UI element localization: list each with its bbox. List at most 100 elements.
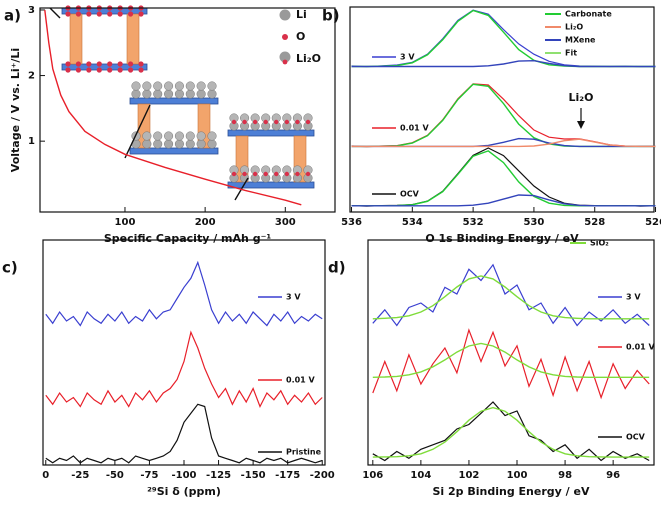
x-tick-label: -200: [310, 470, 335, 481]
legend-symbol: [282, 59, 288, 65]
series-label: 0.01 V: [286, 376, 316, 385]
atom: [174, 89, 184, 99]
atom: [131, 89, 141, 99]
series-line: [351, 147, 656, 207]
x-tick-label: 102: [459, 470, 480, 481]
series-label: 0.01 V: [400, 124, 430, 133]
x-tick-label: 104: [410, 470, 431, 481]
atom: [138, 67, 144, 73]
series-line: [45, 260, 323, 327]
annotation-arrowhead: [577, 121, 585, 129]
atom: [164, 89, 174, 99]
y-tick-label: 3: [28, 5, 35, 16]
series-line: [372, 328, 650, 400]
atom: [274, 171, 279, 177]
layer-slab: [129, 97, 219, 105]
atom: [96, 67, 102, 73]
series-label: OCV: [626, 433, 646, 442]
series-line: [372, 406, 650, 458]
series-line: [372, 342, 650, 378]
x-tick-label: 106: [362, 470, 383, 481]
atom: [142, 131, 152, 141]
atom: [185, 81, 195, 91]
atom: [242, 171, 247, 177]
atom: [196, 89, 206, 99]
panel-label: d): [328, 259, 346, 277]
atom: [164, 81, 174, 91]
legend-symbol: [279, 9, 291, 21]
atom: [65, 67, 71, 73]
atom: [86, 11, 92, 17]
series-line: [351, 9, 656, 68]
y-tick-label: 1: [28, 136, 35, 147]
legend-label: Li₂O: [565, 23, 583, 32]
series-line: [351, 194, 656, 207]
x-tick-label: -25: [71, 470, 89, 481]
x-tick-label: -50: [106, 470, 124, 481]
atom: [252, 171, 258, 177]
pillar: [69, 13, 83, 65]
series-label: 3 V: [286, 293, 301, 302]
x-tick-label: 200: [195, 217, 216, 228]
x-tick-label: -175: [275, 470, 300, 481]
panel-label: c): [2, 259, 18, 277]
series-line: [372, 401, 650, 462]
atom: [295, 119, 300, 125]
x-axis-label: Si 2p Binding Energy / eV: [433, 485, 590, 498]
atom: [138, 11, 144, 17]
legend-label: Li₂O: [296, 52, 321, 65]
atom: [284, 119, 290, 125]
atom: [131, 81, 141, 91]
plot-frame: [367, 239, 655, 466]
panel-label: a): [4, 7, 21, 25]
atom: [127, 61, 134, 67]
atom: [86, 67, 92, 73]
atom: [153, 81, 163, 91]
x-tick-label: -125: [206, 470, 231, 481]
atom: [207, 81, 217, 91]
x-axis-label: Specific Capacity / mAh g⁻¹: [104, 232, 272, 245]
atom: [185, 131, 195, 141]
atom: [207, 89, 217, 99]
legend-label: Li: [296, 8, 307, 21]
atom: [117, 11, 123, 17]
atom: [75, 67, 82, 73]
layer-slab: [129, 147, 219, 155]
legend-symbol: [282, 34, 288, 40]
atom: [96, 11, 102, 17]
atom: [185, 89, 195, 99]
arrow: [124, 104, 151, 159]
atom: [107, 11, 113, 17]
atom: [207, 131, 217, 141]
atom: [142, 139, 152, 149]
series-label: 3 V: [626, 293, 641, 302]
series-line: [45, 330, 323, 408]
x-tick-label: 532: [463, 217, 484, 228]
atom: [75, 61, 82, 67]
atom: [142, 81, 152, 91]
arrow: [49, 7, 61, 19]
annotation: Li₂O: [569, 91, 594, 104]
atom: [107, 61, 113, 67]
atom: [263, 171, 268, 177]
layer-slab: [61, 63, 148, 71]
series-line: [351, 83, 656, 148]
atom: [185, 139, 195, 149]
y-tick-label: 2: [28, 71, 35, 82]
x-axis-label: ²⁹Si δ (ppm): [147, 485, 221, 498]
series-line: [45, 403, 323, 464]
legend-label: SiO₂: [590, 239, 609, 248]
plot-frame: [42, 239, 326, 466]
legend-label: Fit: [565, 49, 577, 58]
atom: [127, 11, 134, 17]
atom: [142, 89, 152, 99]
x-tick-label: 96: [606, 470, 620, 481]
series-line: [372, 275, 650, 320]
x-tick-label: 534: [402, 217, 423, 228]
pillar: [126, 13, 140, 65]
x-tick-label: 300: [275, 217, 296, 228]
x-tick-label: 526: [645, 217, 661, 228]
atom: [174, 131, 184, 141]
atom: [174, 139, 184, 149]
atom: [242, 119, 247, 125]
